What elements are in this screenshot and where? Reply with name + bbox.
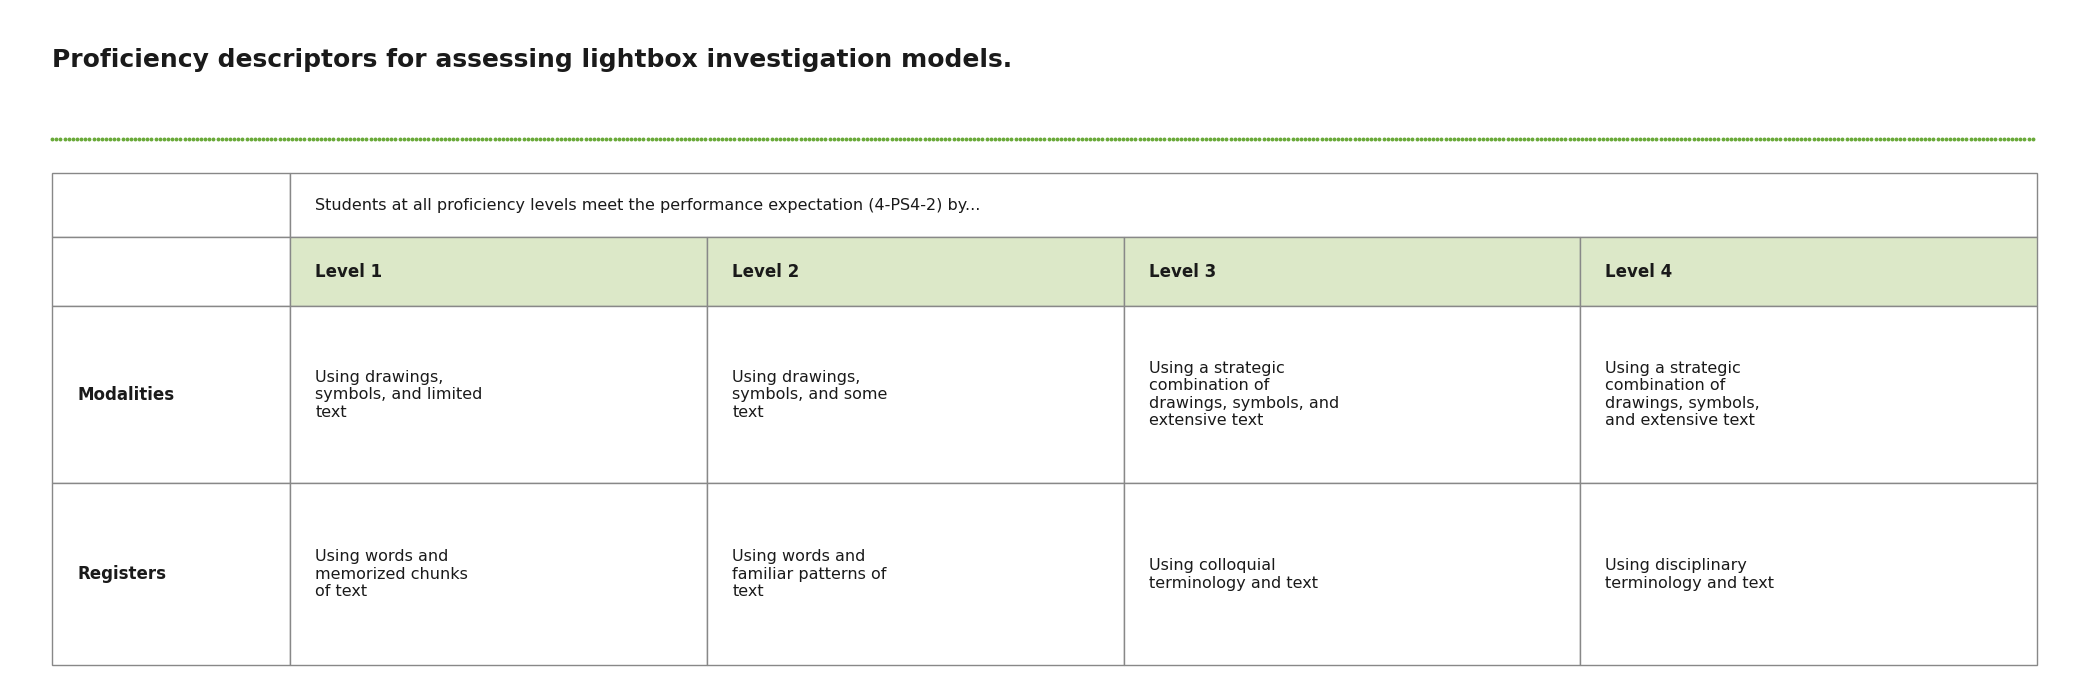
FancyBboxPatch shape [706, 237, 1124, 306]
Text: Using a strategic
combination of
drawings, symbols,
and extensive text: Using a strategic combination of drawing… [1604, 361, 1761, 428]
Text: Level 3: Level 3 [1149, 263, 1216, 280]
Text: Students at all proficiency levels meet the performance expectation (4-PS4-2) by: Students at all proficiency levels meet … [315, 198, 982, 213]
Text: Using words and
memorized chunks
of text: Using words and memorized chunks of text [315, 549, 468, 600]
FancyBboxPatch shape [290, 173, 2037, 237]
FancyBboxPatch shape [1124, 237, 1579, 306]
Text: Using disciplinary
terminology and text: Using disciplinary terminology and text [1604, 558, 1774, 591]
Text: Registers: Registers [77, 566, 167, 583]
FancyBboxPatch shape [1124, 306, 1579, 483]
FancyBboxPatch shape [1124, 483, 1579, 665]
Text: Using words and
familiar patterns of
text: Using words and familiar patterns of tex… [731, 549, 886, 600]
FancyBboxPatch shape [1579, 483, 2037, 665]
FancyBboxPatch shape [52, 237, 290, 306]
FancyBboxPatch shape [706, 483, 1124, 665]
FancyBboxPatch shape [52, 306, 290, 483]
FancyBboxPatch shape [290, 237, 706, 306]
Text: Proficiency descriptors for assessing lightbox investigation models.: Proficiency descriptors for assessing li… [52, 48, 1013, 71]
Text: Using drawings,
symbols, and limited
text: Using drawings, symbols, and limited tex… [315, 370, 483, 420]
Text: Using colloquial
terminology and text: Using colloquial terminology and text [1149, 558, 1318, 591]
Text: Level 2: Level 2 [731, 263, 800, 280]
FancyBboxPatch shape [52, 173, 290, 237]
FancyBboxPatch shape [1579, 306, 2037, 483]
Text: Level 1: Level 1 [315, 263, 382, 280]
Text: Modalities: Modalities [77, 386, 173, 404]
FancyBboxPatch shape [1579, 237, 2037, 306]
FancyBboxPatch shape [290, 483, 706, 665]
FancyBboxPatch shape [52, 483, 290, 665]
FancyBboxPatch shape [706, 306, 1124, 483]
Text: Level 4: Level 4 [1604, 263, 1673, 280]
FancyBboxPatch shape [290, 306, 706, 483]
Text: Using drawings,
symbols, and some
text: Using drawings, symbols, and some text [731, 370, 888, 420]
Text: Using a strategic
combination of
drawings, symbols, and
extensive text: Using a strategic combination of drawing… [1149, 361, 1339, 428]
